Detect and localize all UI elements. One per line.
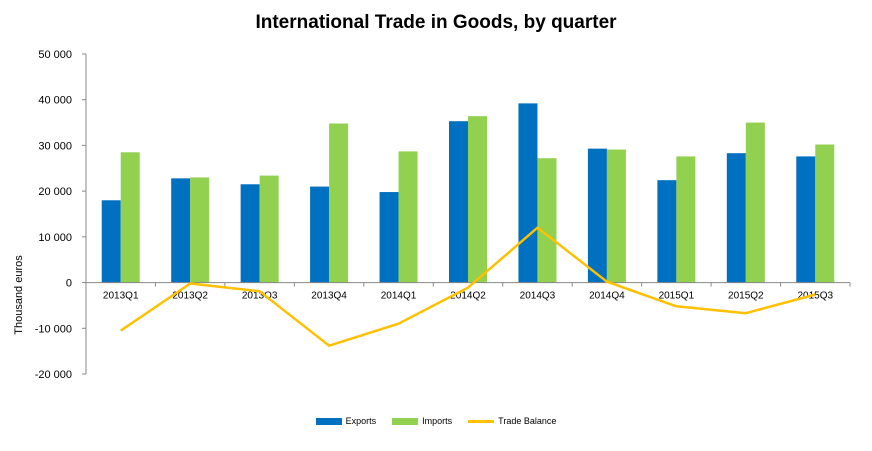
legend-label-trade-balance: Trade Balance <box>498 416 557 426</box>
bar-exports <box>796 156 816 283</box>
bar-exports <box>726 153 746 283</box>
legend-swatch-exports <box>315 417 342 425</box>
legend-swatch-imports <box>392 417 419 425</box>
y-tick-label: 40 000 <box>38 95 72 107</box>
bar-imports <box>676 156 696 283</box>
bar-imports <box>468 116 487 283</box>
bar-exports <box>518 103 538 283</box>
bar-imports <box>259 175 279 283</box>
y-tick-label: 20 000 <box>38 186 72 198</box>
chart-title: International Trade in Goods, by quarter <box>255 12 617 33</box>
legend-item-exports: Exports <box>315 416 377 426</box>
bar-exports <box>101 200 121 283</box>
x-tick-label: 2014Q2 <box>450 291 486 302</box>
bar-exports <box>240 184 260 283</box>
x-tick-label: 2013Q4 <box>311 291 347 302</box>
x-tick-label: 2013Q3 <box>242 291 278 302</box>
x-tick-label: 2014Q1 <box>381 291 417 302</box>
bar-imports <box>120 152 140 283</box>
x-tick-label: 2014Q4 <box>589 291 625 302</box>
x-tick-label: 2014Q3 <box>520 291 556 302</box>
series-line-trade-balance <box>119 226 816 347</box>
bar-exports <box>379 192 399 283</box>
y-tick-label: 0 <box>66 278 72 290</box>
legend-label-imports: Imports <box>422 416 453 426</box>
x-tick-label: 2013Q2 <box>172 291 208 302</box>
y-tick-label: 10 000 <box>38 232 72 244</box>
x-axis-ticks: 2013Q1 2013Q2 2013Q3 2013Q4 2014Q1 2014Q2 2014… <box>103 282 851 302</box>
x-tick-label: 2013Q1 <box>103 291 139 302</box>
bar-imports <box>190 177 210 283</box>
y-axis-ticks: 50 000 40 000 30 000 20 000 10 000 0 -10 000 -2… <box>35 49 86 381</box>
x-tick-label: 2015Q2 <box>728 291 764 302</box>
legend: Exports Imports Trade Balance <box>0 416 872 426</box>
y-tick-label: -20 000 <box>35 369 72 381</box>
bar-imports <box>537 158 557 283</box>
x-tick-label: 2015Q3 <box>797 291 833 302</box>
legend-label-exports: Exports <box>345 416 377 426</box>
y-tick-label: -10 000 <box>35 323 72 335</box>
bar-exports <box>449 121 468 283</box>
bar-imports <box>815 144 835 283</box>
legend-item-imports: Imports <box>392 416 452 426</box>
legend-swatch-trade-balance <box>468 419 495 423</box>
bar-imports <box>329 123 349 283</box>
bar-exports <box>171 178 191 283</box>
bar-exports <box>657 180 677 283</box>
bar-imports <box>606 149 626 283</box>
legend-item-trade-balance: Trade Balance <box>468 416 556 426</box>
bar-exports <box>310 186 330 283</box>
bar-imports <box>745 122 765 283</box>
bars <box>101 103 835 283</box>
y-tick-label: 30 000 <box>38 140 72 152</box>
bar-imports <box>398 151 418 283</box>
bar-exports <box>587 148 607 283</box>
y-tick-label: 50 000 <box>38 49 72 61</box>
x-tick-label: 2015Q1 <box>659 291 695 302</box>
